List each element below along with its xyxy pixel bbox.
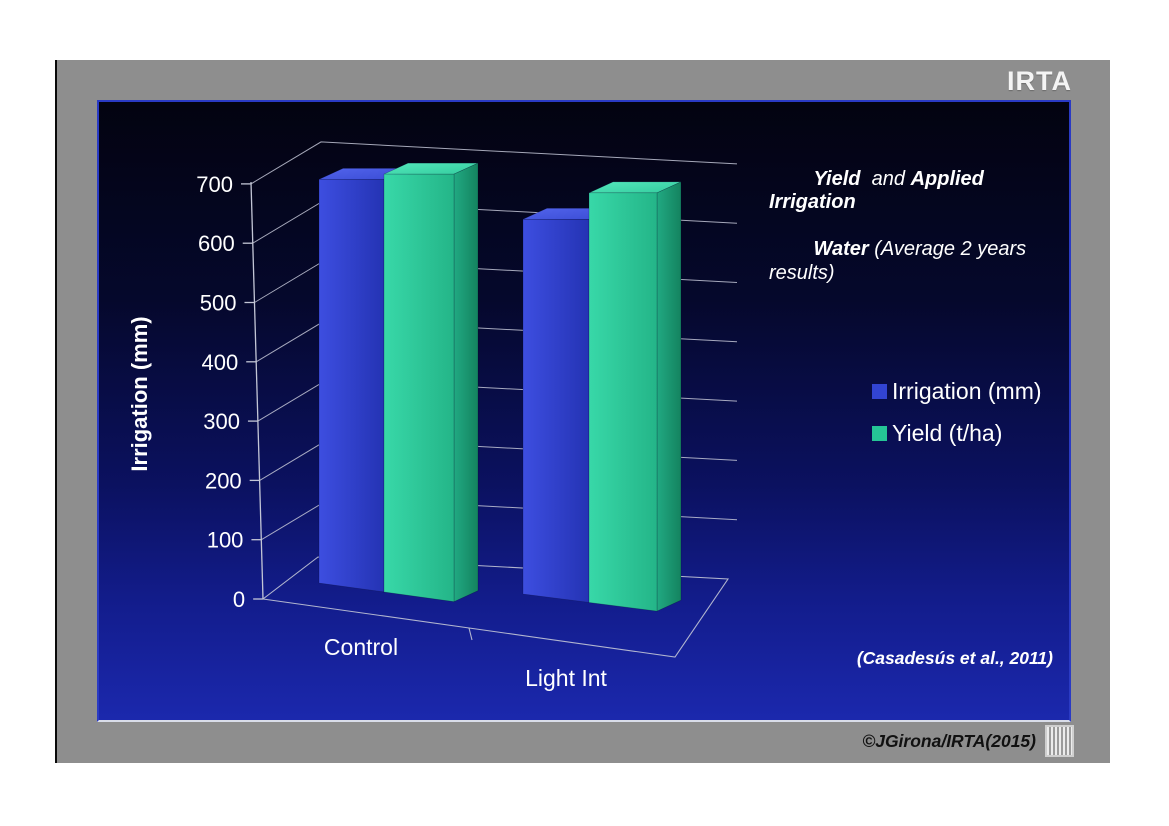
chart-legend: Irrigation (mm) Yield (t/ha) (872, 378, 1042, 447)
title-segment: (Average 2 years results) (769, 238, 1032, 284)
chart-title: Yield and Applied Irrigation Water (Aver… (769, 144, 1069, 309)
title-segment: Yield (813, 167, 861, 190)
chart-canvas: 0 100 200 300 400 500 600 700 Irrigation (mm) Con… (127, 141, 738, 691)
bar-light-int-yield (588, 181, 682, 612)
title-segment: Water (813, 238, 869, 261)
legend-item-irrigation: Irrigation (mm) (872, 378, 1042, 405)
value-axis (240, 181, 264, 600)
ytick-label: 100 (207, 528, 244, 553)
category-label: Control (324, 634, 398, 660)
ytick-label: 600 (198, 231, 235, 256)
title-segment: and (860, 167, 911, 190)
ytick-label: 700 (196, 172, 233, 197)
irta-mark-icon (1045, 725, 1074, 757)
legend-item-yield: Yield (t/ha) (872, 420, 1042, 447)
ytick-label: 400 (201, 350, 238, 375)
bars (318, 162, 682, 612)
irta-logo: IRTA (1007, 66, 1072, 96)
credit-text: ©JGirona/IRTA(2015) (862, 730, 1036, 751)
legend-swatch-yield-icon (872, 426, 887, 441)
axis-labels: 0 100 200 300 400 500 600 700 Irrigation (mm) Con… (127, 172, 608, 691)
legend-swatch-irrigation-icon (872, 384, 887, 399)
slide-footer: ©JGirona/IRTA(2015) (862, 725, 1074, 757)
legend-label: Yield (t/ha) (892, 420, 1003, 446)
y-axis-title: Irrigation (mm) (127, 316, 152, 471)
legend-label: Irrigation (mm) (892, 378, 1042, 404)
ytick-label: 500 (200, 291, 237, 316)
slide: IRTA (55, 60, 1110, 763)
ytick-label: 300 (203, 409, 240, 434)
chart-panel: 0 100 200 300 400 500 600 700 Irrigation (mm) Con… (97, 100, 1071, 722)
ytick-label: 0 (233, 587, 245, 612)
ytick-label: 200 (205, 468, 242, 493)
citation: (Casadesús et al., 2011) (856, 648, 1053, 668)
bar-control-yield (383, 162, 479, 603)
category-label: Light Int (525, 665, 607, 691)
title-segment: Applied Irrigation (769, 167, 990, 214)
